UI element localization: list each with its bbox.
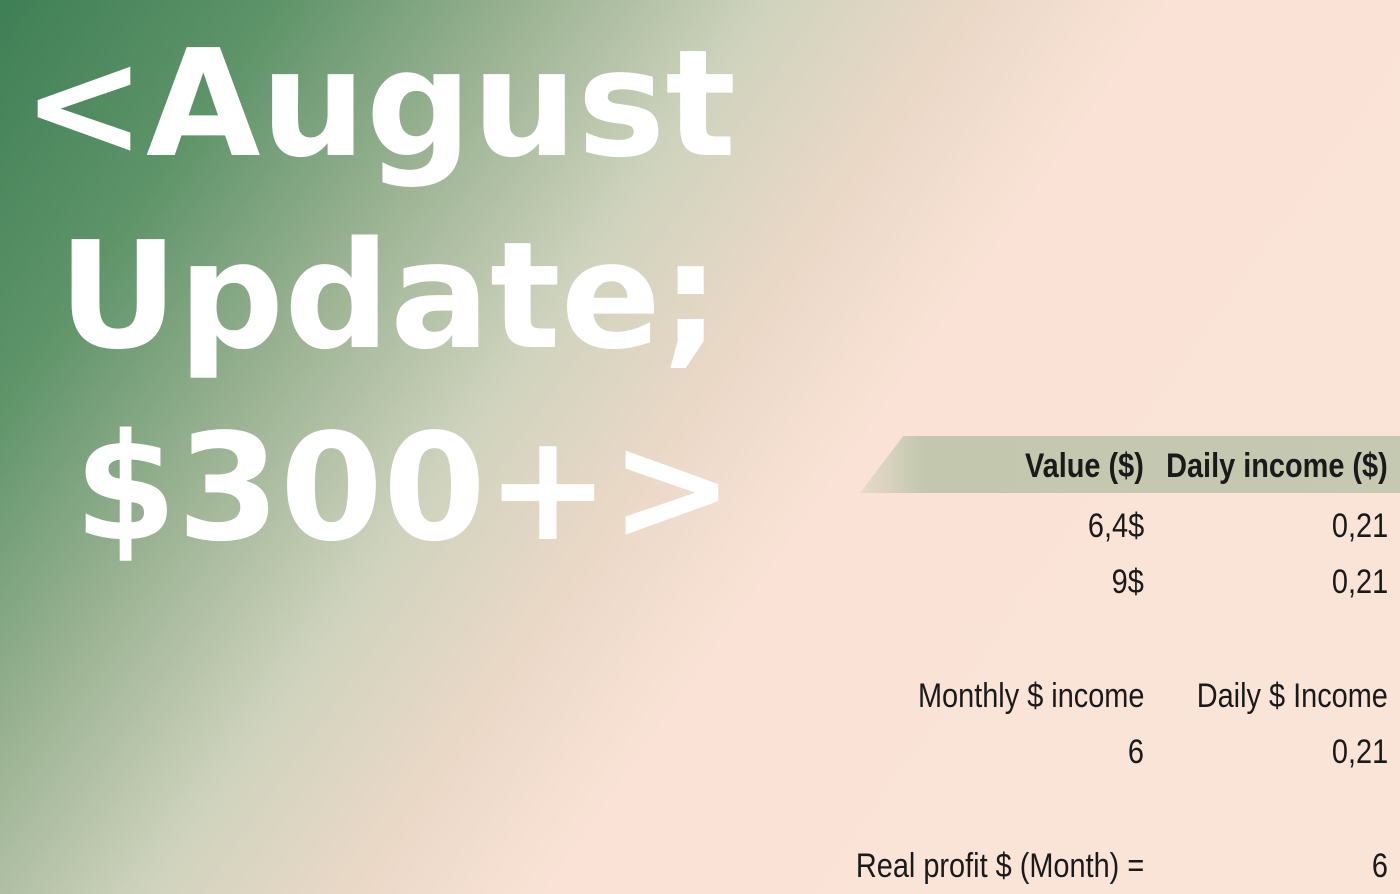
profit-label: Real profit $ (Month) =: [855, 847, 1144, 885]
row-1-daily-income: 0,21: [1331, 507, 1388, 545]
title-line-3: $300+>: [74, 402, 734, 574]
profit-value: 6: [1371, 847, 1388, 885]
summary-daily-value: 0,21: [1331, 733, 1388, 771]
table-header-band: [860, 436, 1400, 493]
summary-monthly-value: 6: [1127, 733, 1144, 771]
row-2-daily-income: 0,21: [1331, 563, 1388, 601]
page-title: <August Update; $300+>: [22, 8, 736, 584]
summary-header-daily: Daily $ Income: [1196, 677, 1388, 715]
header-daily-income: Daily income ($): [1166, 447, 1388, 485]
title-line-1: <August: [22, 18, 737, 190]
header-value: Value ($): [1025, 447, 1144, 485]
title-line-2: Update;: [58, 210, 721, 382]
row-2-value: 9$: [1111, 563, 1144, 601]
row-1-value: 6,4$: [1087, 507, 1144, 545]
summary-header-monthly: Monthly $ income: [917, 677, 1144, 715]
